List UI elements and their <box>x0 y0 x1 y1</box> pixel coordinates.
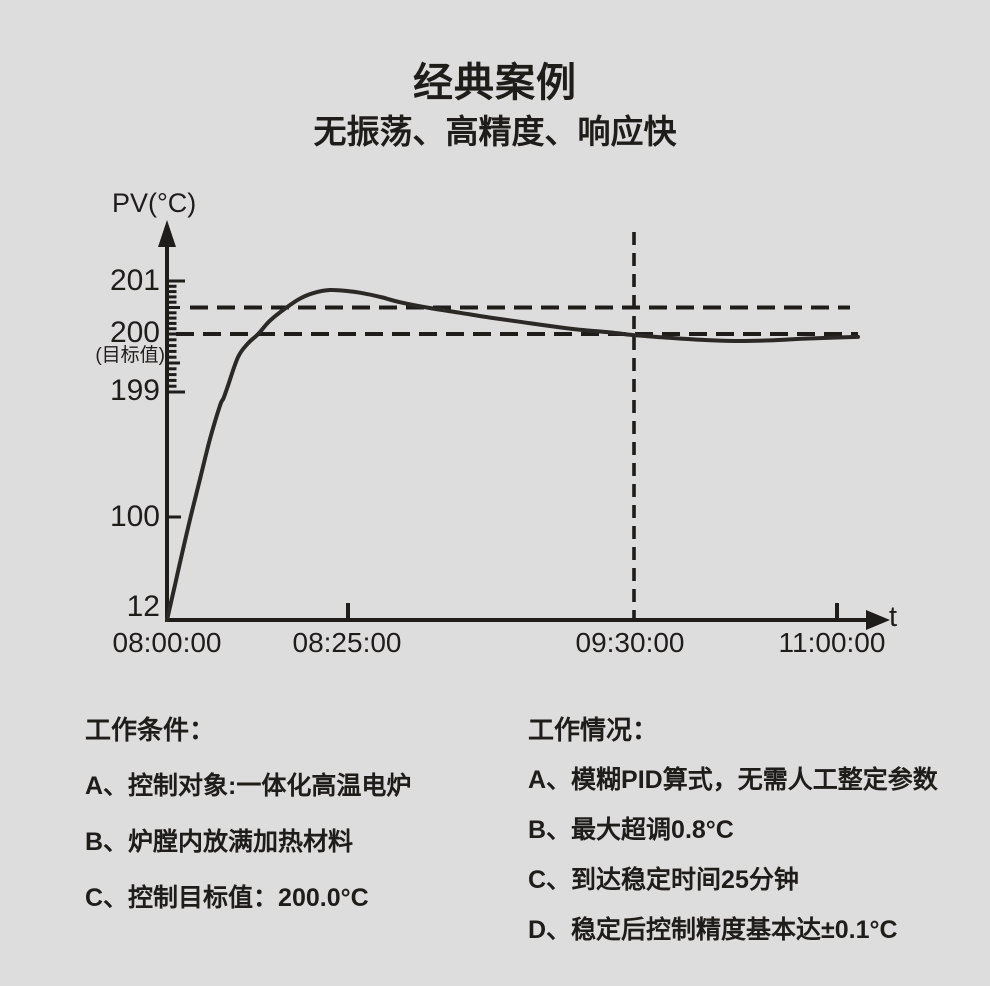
results-heading: 工作情况： <box>528 715 659 745</box>
reference-lines <box>176 232 858 620</box>
target-value-note: (目标值) <box>95 345 165 366</box>
y-tick-label-200: 200 <box>109 316 160 349</box>
pv-curve <box>165 287 860 622</box>
condition-item: B、炉膛内放满加热材料 <box>85 828 354 856</box>
result-item: B、最大超调0.8°C <box>528 816 734 844</box>
working-conditions-section: 工作条件： A、控制对象:一体化高温电炉 B、炉膛内放满加热材料 C、控制目标值… <box>85 716 411 912</box>
x-axis-ticks <box>346 603 839 620</box>
x-axis-title: t <box>889 601 898 633</box>
condition-item: C、控制目标值：200.0°C <box>85 884 369 912</box>
conditions-heading: 工作条件： <box>85 715 216 745</box>
working-results-section: 工作情况： A、模糊PID算式，无需人工整定参数 B、最大超调0.8°C C、到… <box>528 716 938 944</box>
axes <box>158 220 890 630</box>
x-tick-label-0930: 09:30:00 <box>575 627 685 658</box>
fine-scale-ruler <box>167 279 185 519</box>
page-subtitle: 无振荡、高精度、响应快 <box>313 113 677 150</box>
y-tick-label-12: 12 <box>126 590 160 623</box>
y-tick-label-100: 100 <box>109 500 160 533</box>
x-tick-label-0825: 08:25:00 <box>292 627 402 658</box>
condition-item: A、控制对象:一体化高温电炉 <box>85 772 412 800</box>
x-tick-label-0800: 08:00:00 <box>112 627 222 658</box>
result-item: A、模糊PID算式，无需人工整定参数 <box>528 766 938 794</box>
result-item: C、到达稳定时间25分钟 <box>528 866 799 894</box>
page-title: 经典案例 <box>413 61 577 105</box>
y-axis-title: PV(°C) <box>112 188 197 218</box>
result-item: D、稳定后控制精度基本达±0.1°C <box>528 916 898 944</box>
x-tick-label-1100: 11:00:00 <box>778 627 886 658</box>
y-tick-label-201: 201 <box>109 264 160 297</box>
y-tick-label-199: 199 <box>109 374 160 407</box>
